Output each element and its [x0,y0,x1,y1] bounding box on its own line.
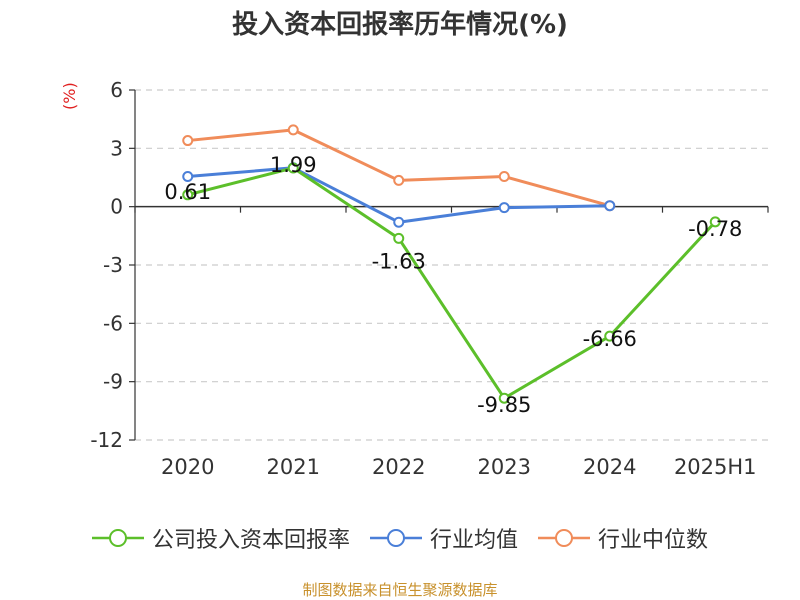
legend-item[interactable]: 公司投入资本回报率 [91,522,350,554]
x-tick-label: 2025H1 [674,455,757,479]
data-point [287,162,299,174]
data-label: -1.63 [372,249,426,273]
x-tick-label: 2022 [372,455,425,479]
legend-line-marker-icon [369,529,422,547]
data-point [182,171,194,183]
x-tick-label: 2024 [583,455,636,479]
data-point [287,124,299,136]
data-label: -9.85 [477,393,531,417]
series-line [187,166,717,400]
data-point [393,174,405,186]
y-tick-label: 0 [110,195,123,219]
data-point [498,202,510,214]
y-tick-label: 6 [110,78,123,102]
y-tick-label: 3 [110,136,123,160]
y-tick-label: -12 [90,428,123,452]
data-point [393,232,405,244]
series-line [187,128,611,208]
y-tick-label: -3 [103,253,123,277]
data-point [182,135,194,147]
data-label: 0.61 [164,180,211,204]
data-label: 1.99 [270,153,317,177]
data-label: -6.66 [583,327,637,351]
data-point [498,392,510,404]
legend-item[interactable]: 行业均值 [369,522,518,554]
legend-label: 行业中位数 [598,528,709,553]
data-point [393,216,405,228]
data-label: -0.78 [688,217,742,241]
y-axis-unit-label: (%) [60,82,79,110]
legend-label: 行业均值 [429,528,518,553]
legend-line-marker-icon [538,529,590,547]
data-point [604,200,616,212]
legend-label: 公司投入资本回报率 [151,528,350,553]
chart-title: 投入资本回报率历年情况(%) [232,10,568,40]
y-tick-label: -9 [103,370,123,394]
x-tick-label: 2020 [161,455,214,479]
x-tick-label: 2021 [267,455,320,479]
data-point [604,330,616,342]
data-point [498,171,510,183]
data-point [182,189,194,201]
source-note: 制图数据来自恒生聚源数据库 [302,581,498,599]
legend-item[interactable]: 行业中位数 [538,522,708,554]
y-tick-label: -6 [103,311,123,335]
legend: 公司投入资本回报率 行业均值 行业中位数 [0,518,800,558]
x-tick-label: 2023 [478,455,531,479]
legend-line-marker-icon [91,529,144,547]
data-point [709,216,721,228]
